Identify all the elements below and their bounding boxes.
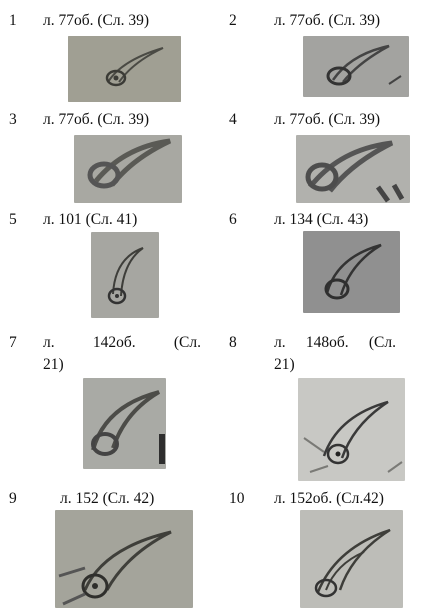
- item-caption-continued: 21): [274, 356, 295, 373]
- item-caption: л. 77об. (Сл. 39): [274, 111, 381, 128]
- item-number: 7: [9, 334, 17, 351]
- item-caption: л. 148об. (Сл.: [274, 334, 396, 351]
- item-number: 3: [9, 111, 17, 128]
- manuscript-fragment-image: [83, 378, 166, 469]
- item-number: 2: [229, 12, 237, 29]
- item-number: 4: [229, 111, 237, 128]
- manuscript-fragment-image: [303, 36, 409, 97]
- item-caption: л. 77об. (Сл. 39): [43, 12, 150, 29]
- manuscript-fragment-image: [296, 135, 410, 203]
- item-caption: л. 134 (Сл. 43): [274, 211, 369, 228]
- item-number: 8: [229, 334, 237, 351]
- item-number: 5: [9, 211, 17, 228]
- item-caption: л. 152об. (Сл.42): [274, 490, 384, 507]
- manuscript-fragment-image: [303, 231, 400, 313]
- item-caption: л. 101 (Сл. 41): [43, 211, 138, 228]
- item-number: 9: [9, 490, 17, 507]
- manuscript-fragment-image: [55, 510, 193, 608]
- item-number: 6: [229, 211, 237, 228]
- item-caption: л. 142об. (Сл.: [43, 334, 201, 351]
- manuscript-fragment-image: [298, 378, 405, 481]
- item-caption: л. 77об. (Сл. 39): [274, 12, 381, 29]
- manuscript-fragment-image: [300, 510, 403, 608]
- manuscript-fragment-image: [68, 36, 181, 102]
- item-caption-continued: 21): [43, 356, 64, 373]
- manuscript-fragment-image: [91, 232, 159, 318]
- manuscript-fragment-image: [74, 135, 182, 203]
- item-caption: л. 152 (Сл. 42): [60, 490, 155, 507]
- item-number: 10: [229, 490, 245, 507]
- item-number: 1: [9, 12, 17, 29]
- item-caption: л. 77об. (Сл. 39): [43, 111, 150, 128]
